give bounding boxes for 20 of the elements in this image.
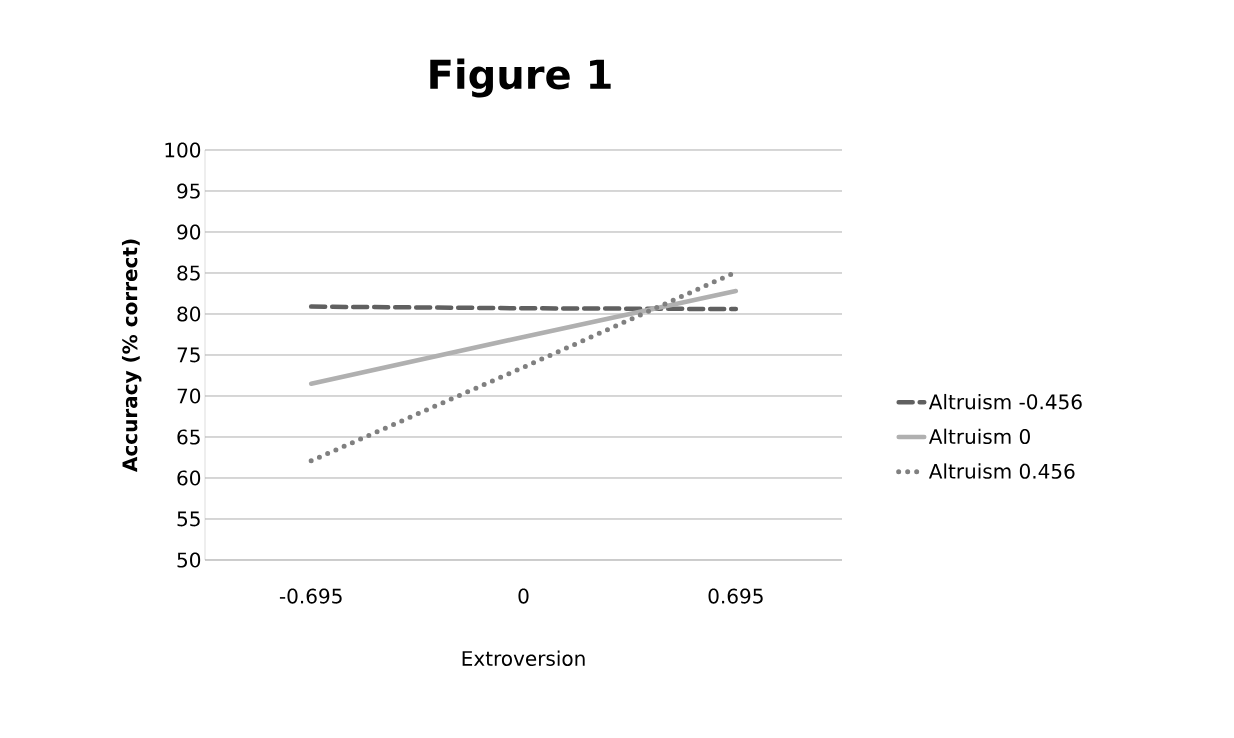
y-tick-label: 60 xyxy=(177,470,201,486)
x-axis-title: Extroversion xyxy=(462,650,585,666)
chart-title: Figure 1 xyxy=(430,58,611,98)
y-tick-label: 95 xyxy=(177,183,200,199)
y-tick-label: 80 xyxy=(177,306,201,322)
x-tick-label: 0 xyxy=(518,588,529,604)
y-tick-label: 50 xyxy=(177,552,201,568)
x-tick-label: 0.695 xyxy=(708,588,763,604)
x-tick-label: -0.695 xyxy=(279,588,342,604)
y-tick-label: 90 xyxy=(177,224,201,240)
legend-label: Altruism 0 xyxy=(928,428,1030,445)
y-tick-label: 65 xyxy=(177,429,200,445)
y-tick-label: 100 xyxy=(165,142,201,158)
y-tick-label: 75 xyxy=(177,347,200,363)
y-tick-label: 85 xyxy=(177,265,200,281)
y-axis-title: Accuracy (% correct) xyxy=(121,239,142,473)
legend-label: Altruism 0.456 xyxy=(928,463,1075,479)
y-tick-label: 70 xyxy=(177,388,201,404)
legend-label: Altruism -0.456 xyxy=(928,393,1082,410)
y-tick-label: 55 xyxy=(177,511,200,527)
